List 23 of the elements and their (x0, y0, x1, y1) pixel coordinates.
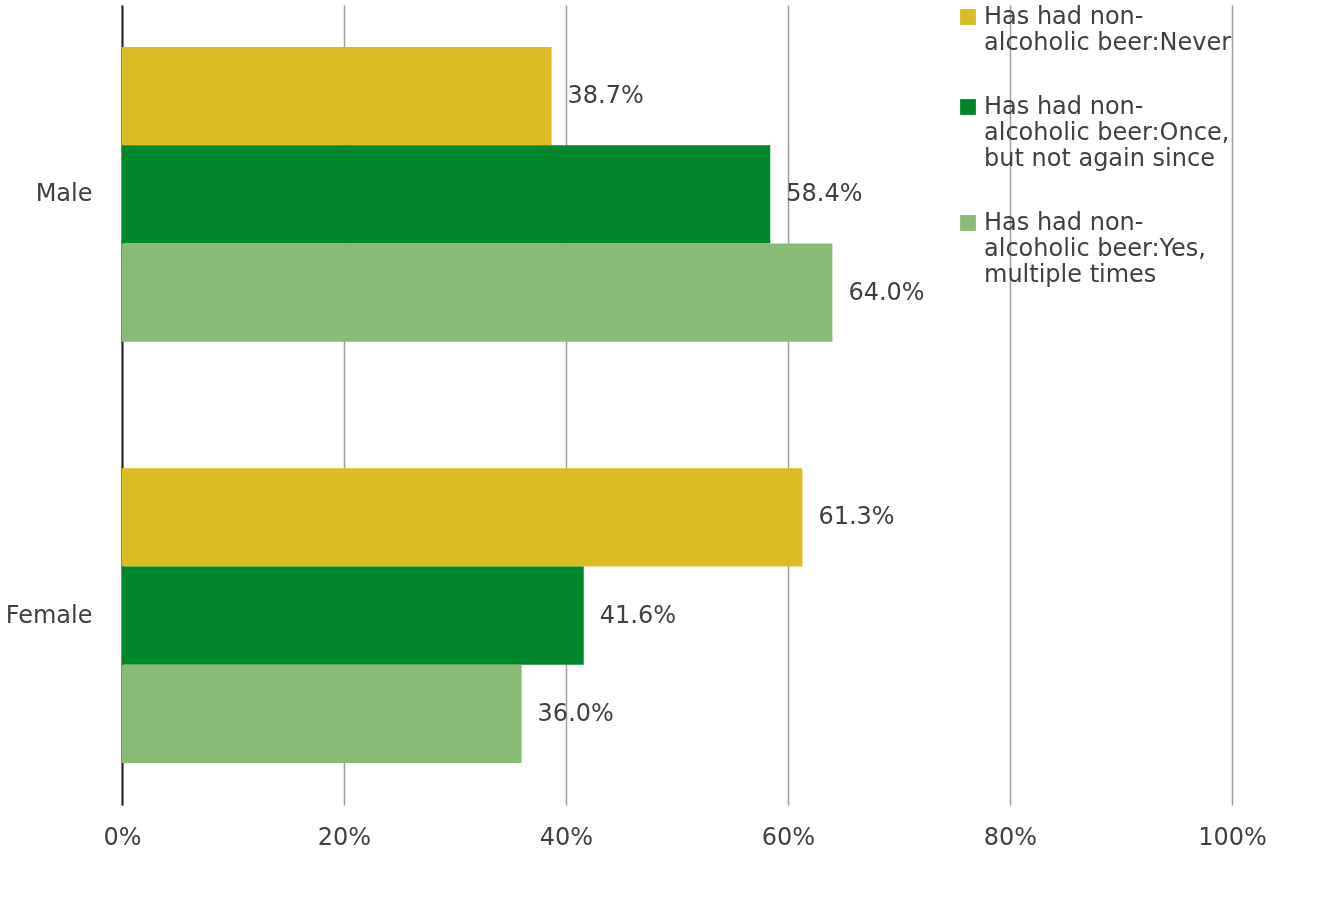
data-label: 41.6% (599, 600, 677, 629)
x-tick-label: 40% (539, 822, 594, 851)
data-label: 64.0% (848, 277, 925, 306)
x-tick-label: 60% (761, 822, 816, 851)
bar (122, 243, 833, 342)
data-label: 58.4% (786, 179, 863, 208)
bar (122, 566, 584, 665)
x-tick-label: 20% (317, 822, 372, 851)
data-label: 36.0% (537, 698, 614, 727)
bar (122, 145, 771, 244)
y-tick-label: Female (5, 600, 93, 629)
data-label: 61.3% (818, 502, 895, 531)
data-label: 38.7% (567, 81, 644, 110)
x-tick-label: 100% (1198, 822, 1267, 851)
legend-label: Has had non-alcoholic beer:Yes, multiple times (984, 208, 1206, 288)
bar (122, 664, 522, 763)
y-tick-label: Male (35, 179, 93, 208)
legend-label: Has had non-alcoholic beer:Once, but not again since (984, 92, 1230, 172)
x-tick-label: 0% (103, 822, 142, 851)
bar (122, 47, 552, 146)
legend-label: Has had non-alcoholic beer:Never (984, 2, 1232, 56)
bar (122, 468, 803, 567)
x-tick-label: 80% (983, 822, 1038, 851)
